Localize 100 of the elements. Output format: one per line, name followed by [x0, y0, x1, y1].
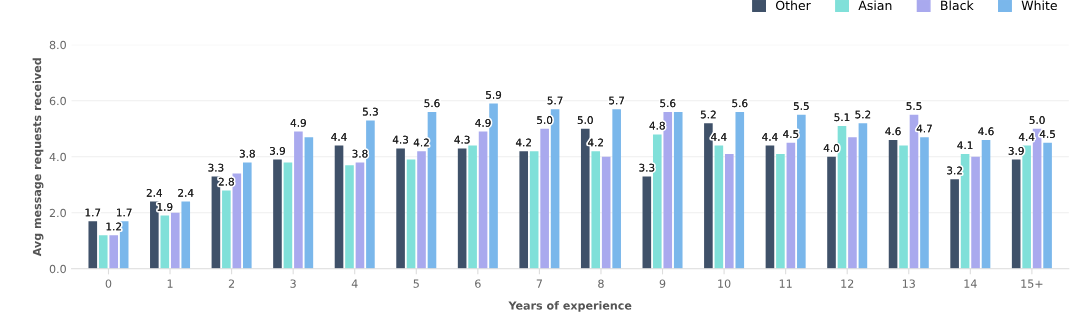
x-tick-label: 1 — [167, 279, 173, 288]
data-label: 4.7 — [916, 124, 932, 133]
data-label: 5.6 — [732, 99, 748, 108]
bar — [642, 176, 652, 269]
data-label: 3.9 — [1008, 146, 1024, 155]
bar — [334, 145, 344, 269]
legend-label: White — [1021, 0, 1057, 11]
bar — [98, 235, 108, 269]
bar — [304, 137, 314, 269]
data-label: 3.3 — [639, 163, 655, 172]
bar — [663, 112, 673, 269]
x-tick-label: 2 — [228, 279, 235, 288]
data-label: 5.6 — [424, 99, 440, 108]
x-tick-label: 8 — [598, 279, 604, 288]
bar — [786, 142, 796, 269]
bar — [160, 215, 170, 269]
bar — [396, 148, 405, 269]
bar — [355, 162, 365, 269]
bar — [109, 235, 119, 269]
data-label: 4.9 — [475, 118, 491, 127]
data-label: 5.9 — [486, 90, 502, 99]
data-label: 4.5 — [783, 130, 799, 138]
legend-label: Asian — [858, 0, 892, 11]
bar — [725, 154, 734, 269]
x-tick-label: 3 — [290, 279, 296, 288]
bar — [88, 221, 98, 269]
bar — [704, 123, 713, 269]
data-label: 3.3 — [208, 163, 224, 172]
bar — [457, 148, 467, 269]
data-label: 3.8 — [239, 149, 255, 158]
data-label: 5.1 — [834, 113, 850, 122]
bar — [601, 156, 611, 269]
data-label: 4.3 — [392, 135, 409, 144]
x-tick-label: 10 — [718, 279, 731, 288]
bar — [222, 190, 231, 269]
data-label: 4.0 — [823, 144, 840, 152]
legend-label: Black — [941, 0, 974, 11]
legend-label: Other — [776, 0, 811, 11]
x-tick-label: 11 — [779, 279, 792, 288]
y-tick-label: 2.0 — [49, 208, 66, 218]
bar — [468, 145, 477, 269]
bar — [960, 154, 970, 269]
bar — [489, 103, 498, 269]
bar — [1022, 145, 1031, 269]
bar — [150, 201, 159, 269]
data-label: 2.4 — [146, 188, 163, 197]
data-label: 4.9 — [290, 118, 306, 127]
data-label: 2.4 — [178, 188, 194, 197]
bar — [837, 126, 847, 269]
bar — [776, 154, 785, 269]
data-label: 4.4 — [762, 133, 778, 141]
data-label: 5.0 — [1029, 116, 1045, 124]
data-label: 4.6 — [885, 127, 901, 136]
bar — [417, 151, 426, 269]
bar — [797, 114, 806, 269]
data-label: 5.5 — [793, 102, 809, 110]
data-label: 4.2 — [413, 138, 429, 147]
bar — [283, 162, 293, 269]
x-tick-label: 14 — [964, 279, 977, 288]
data-label: 5.2 — [855, 110, 871, 119]
bar — [345, 165, 354, 269]
data-label: 5.0 — [577, 116, 593, 124]
data-label: 4.8 — [649, 121, 665, 130]
bar — [540, 128, 549, 269]
x-axis-title: Years of experience — [508, 301, 632, 312]
x-tick-label: 9 — [659, 279, 666, 288]
bar — [735, 112, 745, 269]
bar — [366, 120, 375, 269]
data-label: 4.2 — [515, 138, 531, 147]
x-tick-label: 12 — [841, 279, 854, 288]
bar — [714, 145, 724, 269]
data-label: 3.8 — [352, 149, 368, 158]
data-label: 5.2 — [700, 110, 716, 119]
data-label: 4.3 — [454, 135, 470, 144]
bar — [294, 131, 303, 269]
bar — [242, 162, 252, 269]
data-label: 3.2 — [947, 166, 962, 175]
bar — [920, 137, 929, 269]
bar — [170, 212, 180, 269]
data-label: 4.4 — [1018, 133, 1035, 141]
data-label: 4.1 — [957, 141, 973, 150]
data-label: 4.4 — [331, 133, 347, 141]
bar — [273, 159, 282, 269]
data-label: 5.5 — [906, 102, 922, 110]
data-label: 5.6 — [660, 99, 676, 108]
bar — [765, 145, 775, 269]
bar — [827, 156, 836, 269]
x-tick-label: 5 — [413, 279, 419, 288]
bar — [888, 140, 898, 269]
bar — [478, 131, 488, 269]
y-tick-label: 0.0 — [49, 264, 66, 274]
x-tick-label: 0 — [105, 279, 112, 288]
x-tick-label: 15+ — [1021, 279, 1043, 288]
x-tick-label: 4 — [351, 279, 358, 288]
data-label: 5.3 — [362, 107, 378, 116]
y-tick-label: 4.0 — [49, 152, 66, 162]
data-label: 4.6 — [978, 127, 994, 136]
bar — [612, 109, 621, 269]
bar — [858, 123, 868, 269]
data-label: 3.9 — [269, 146, 286, 155]
